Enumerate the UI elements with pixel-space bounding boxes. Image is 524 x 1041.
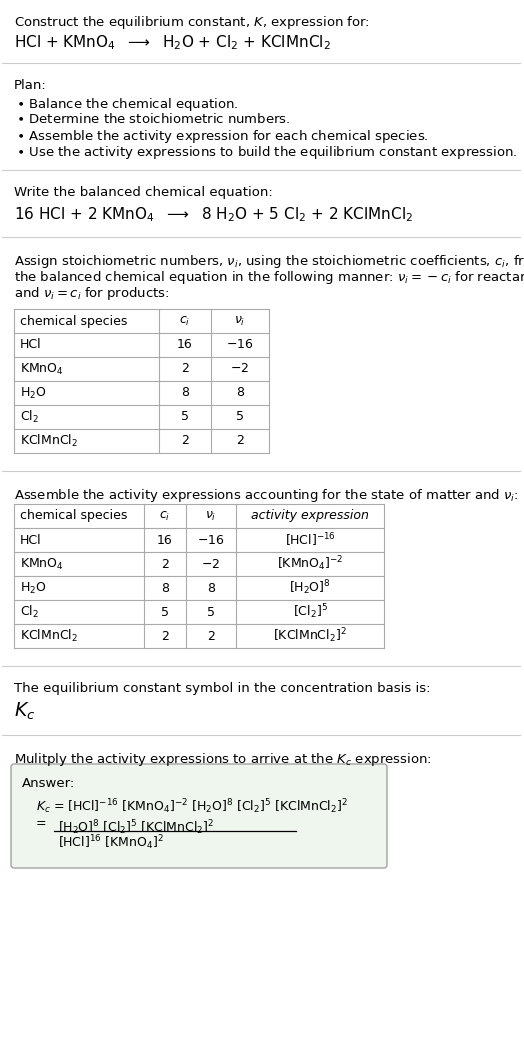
Text: 16 HCl + 2 KMnO$_4$  $\longrightarrow$  8 H$_2$O + 5 Cl$_2$ + 2 KClMnCl$_2$: 16 HCl + 2 KMnO$_4$ $\longrightarrow$ 8 …: [14, 205, 413, 224]
Text: [HCl]$^{-16}$: [HCl]$^{-16}$: [285, 531, 335, 549]
Text: 2: 2: [207, 630, 215, 642]
Text: 8: 8: [207, 582, 215, 594]
Text: 2: 2: [161, 558, 169, 570]
Text: KClMnCl$_2$: KClMnCl$_2$: [20, 433, 78, 449]
Text: 2: 2: [161, 630, 169, 642]
Text: the balanced chemical equation in the following manner: $\nu_i = -c_i$ for react: the balanced chemical equation in the fo…: [14, 269, 524, 286]
Text: HCl: HCl: [20, 533, 41, 547]
Text: Assemble the activity expressions accounting for the state of matter and $\nu_i$: Assemble the activity expressions accoun…: [14, 487, 519, 504]
Text: [KMnO$_4$]$^{-2}$: [KMnO$_4$]$^{-2}$: [277, 555, 343, 574]
Text: 5: 5: [161, 606, 169, 618]
Text: $K_c$ = [HCl]$^{-16}$ [KMnO$_4$]$^{-2}$ [H$_2$O]$^{8}$ [Cl$_2$]$^{5}$ [KClMnCl$_: $K_c$ = [HCl]$^{-16}$ [KMnO$_4$]$^{-2}$ …: [36, 797, 348, 816]
Text: The equilibrium constant symbol in the concentration basis is:: The equilibrium constant symbol in the c…: [14, 682, 431, 695]
Text: Assign stoichiometric numbers, $\nu_i$, using the stoichiometric coefficients, $: Assign stoichiometric numbers, $\nu_i$, …: [14, 253, 524, 270]
Text: =: =: [36, 817, 47, 830]
Text: $\bullet$ Use the activity expressions to build the equilibrium constant express: $\bullet$ Use the activity expressions t…: [16, 144, 518, 161]
Text: $-16$: $-16$: [197, 533, 225, 547]
Text: chemical species: chemical species: [20, 314, 127, 328]
Text: HCl: HCl: [20, 338, 41, 352]
Text: 2: 2: [181, 362, 189, 376]
Text: Write the balanced chemical equation:: Write the balanced chemical equation:: [14, 186, 273, 199]
Text: Plan:: Plan:: [14, 79, 47, 92]
Text: Mulitply the activity expressions to arrive at the $K_c$ expression:: Mulitply the activity expressions to arr…: [14, 751, 432, 768]
Text: 8: 8: [161, 582, 169, 594]
Text: and $\nu_i = c_i$ for products:: and $\nu_i = c_i$ for products:: [14, 285, 170, 302]
Text: HCl + KMnO$_4$  $\longrightarrow$  H$_2$O + Cl$_2$ + KClMnCl$_2$: HCl + KMnO$_4$ $\longrightarrow$ H$_2$O …: [14, 33, 331, 52]
Text: $\bullet$ Assemble the activity expression for each chemical species.: $\bullet$ Assemble the activity expressi…: [16, 128, 429, 145]
Text: Cl$_2$: Cl$_2$: [20, 604, 39, 620]
Text: $\bullet$ Determine the stoichiometric numbers.: $\bullet$ Determine the stoichiometric n…: [16, 112, 291, 126]
Text: $\bullet$ Balance the chemical equation.: $\bullet$ Balance the chemical equation.: [16, 96, 238, 113]
FancyBboxPatch shape: [11, 764, 387, 868]
Text: $-16$: $-16$: [226, 338, 254, 352]
Text: [H$_2$O]$^{8}$: [H$_2$O]$^{8}$: [289, 579, 331, 598]
Text: Answer:: Answer:: [22, 777, 75, 790]
Text: activity expression: activity expression: [251, 509, 369, 523]
Text: 16: 16: [157, 533, 173, 547]
Text: Cl$_2$: Cl$_2$: [20, 409, 39, 425]
Text: [Cl$_2$]$^{5}$: [Cl$_2$]$^{5}$: [292, 603, 328, 621]
Text: $\nu_i$: $\nu_i$: [205, 509, 217, 523]
Text: $-2$: $-2$: [231, 362, 249, 376]
Text: $c_i$: $c_i$: [179, 314, 191, 328]
Text: 8: 8: [236, 386, 244, 400]
Text: 2: 2: [236, 434, 244, 448]
Text: 2: 2: [181, 434, 189, 448]
Text: H$_2$O: H$_2$O: [20, 385, 47, 401]
Text: 5: 5: [236, 410, 244, 424]
Text: 5: 5: [181, 410, 189, 424]
Text: [HCl]$^{16}$ [KMnO$_4$]$^{2}$: [HCl]$^{16}$ [KMnO$_4$]$^{2}$: [58, 833, 164, 852]
Text: KClMnCl$_2$: KClMnCl$_2$: [20, 628, 78, 644]
Text: KMnO$_4$: KMnO$_4$: [20, 361, 64, 377]
Text: Construct the equilibrium constant, $K$, expression for:: Construct the equilibrium constant, $K$,…: [14, 14, 370, 31]
Text: $K_c$: $K_c$: [14, 701, 35, 722]
Text: $c_i$: $c_i$: [159, 509, 171, 523]
Text: KMnO$_4$: KMnO$_4$: [20, 557, 64, 572]
Text: [KClMnCl$_2$]$^{2}$: [KClMnCl$_2$]$^{2}$: [273, 627, 347, 645]
Text: [H$_2$O]$^{8}$ [Cl$_2$]$^{5}$ [KClMnCl$_2$]$^{2}$: [H$_2$O]$^{8}$ [Cl$_2$]$^{5}$ [KClMnCl$_…: [58, 818, 214, 837]
Text: $-2$: $-2$: [201, 558, 221, 570]
Text: H$_2$O: H$_2$O: [20, 581, 47, 595]
Text: 5: 5: [207, 606, 215, 618]
Text: 8: 8: [181, 386, 189, 400]
Text: chemical species: chemical species: [20, 509, 127, 523]
Text: $\nu_i$: $\nu_i$: [234, 314, 246, 328]
Text: 16: 16: [177, 338, 193, 352]
